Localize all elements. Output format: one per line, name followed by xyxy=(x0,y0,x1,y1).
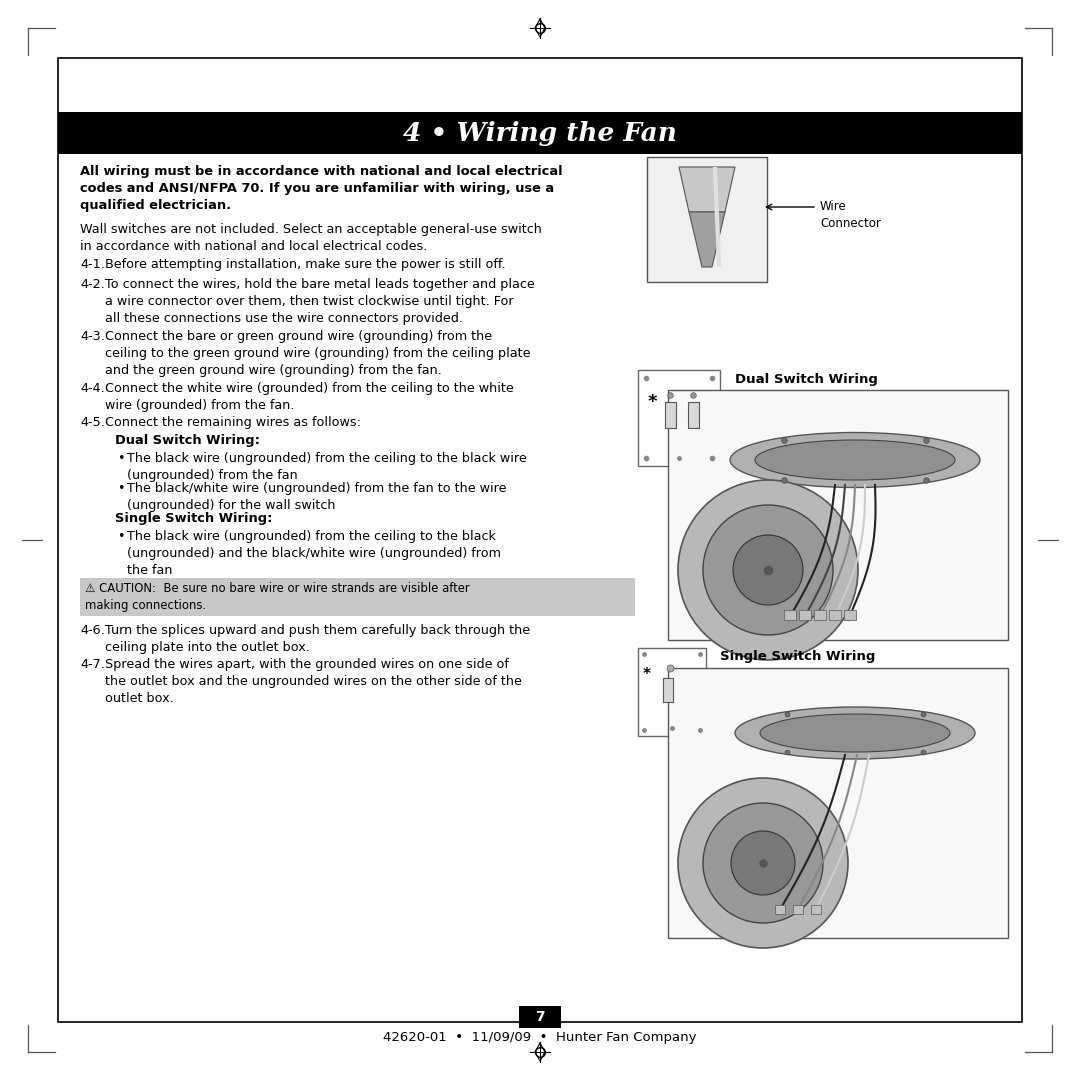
Text: •: • xyxy=(117,482,124,495)
Text: Wire
Connector: Wire Connector xyxy=(820,200,881,230)
Text: To connect the wires, hold the bare metal leads together and place
a wire connec: To connect the wires, hold the bare meta… xyxy=(105,278,535,325)
Bar xyxy=(58,112,1022,154)
Polygon shape xyxy=(679,167,735,212)
Circle shape xyxy=(731,831,795,895)
Bar xyxy=(799,610,811,620)
Text: 4-1.: 4-1. xyxy=(80,258,105,271)
Text: Dual Switch Wiring:: Dual Switch Wiring: xyxy=(114,434,260,447)
Bar xyxy=(793,905,804,914)
Bar xyxy=(784,610,796,620)
Text: The black/white wire (ungrounded) from the fan to the wire
(ungrounded) for the : The black/white wire (ungrounded) from t… xyxy=(127,482,507,512)
Circle shape xyxy=(678,480,858,660)
Bar xyxy=(811,905,821,914)
Text: All wiring must be in accordance with national and local electrical
codes and AN: All wiring must be in accordance with na… xyxy=(80,165,563,212)
Bar xyxy=(58,58,1022,1022)
Text: ⚠ CAUTION:  Be sure no bare wire or wire strands are visible after
making connec: ⚠ CAUTION: Be sure no bare wire or wire … xyxy=(85,582,470,612)
Text: 4 • Wiring the Fan: 4 • Wiring the Fan xyxy=(403,121,677,146)
Bar xyxy=(843,610,856,620)
Text: Single Switch Wiring:: Single Switch Wiring: xyxy=(114,512,272,525)
Text: Connect the remaining wires as follows:: Connect the remaining wires as follows: xyxy=(105,416,361,429)
Bar xyxy=(663,678,673,702)
Bar xyxy=(647,157,767,282)
Circle shape xyxy=(703,505,833,635)
Text: Dual Switch Wiring: Dual Switch Wiring xyxy=(735,373,878,386)
Bar xyxy=(688,402,699,428)
Ellipse shape xyxy=(755,440,955,480)
Text: Turn the splices upward and push them carefully back through the
ceiling plate i: Turn the splices upward and push them ca… xyxy=(105,624,530,654)
Text: Spread the wires apart, with the grounded wires on one side of
the outlet box an: Spread the wires apart, with the grounde… xyxy=(105,658,522,705)
Ellipse shape xyxy=(760,714,950,752)
Text: 42620-01  •  11/09/09  •  Hunter Fan Company: 42620-01 • 11/09/09 • Hunter Fan Company xyxy=(383,1031,697,1044)
Bar xyxy=(638,648,706,735)
Text: Before attempting installation, make sure the power is still off.: Before attempting installation, make sur… xyxy=(105,258,505,271)
Text: The black wire (ungrounded) from the ceiling to the black wire
(ungrounded) from: The black wire (ungrounded) from the cei… xyxy=(127,453,527,482)
Text: Connect the bare or green ground wire (grounding) from the
ceiling to the green : Connect the bare or green ground wire (g… xyxy=(105,330,530,377)
Bar xyxy=(665,402,676,428)
Bar xyxy=(814,610,826,620)
Ellipse shape xyxy=(730,432,980,487)
Text: 4-4.: 4-4. xyxy=(80,382,105,395)
Text: Connect the white wire (grounded) from the ceiling to the white
wire (grounded) : Connect the white wire (grounded) from t… xyxy=(105,382,514,411)
Text: 4-6.: 4-6. xyxy=(80,624,105,637)
Text: Single Switch Wiring: Single Switch Wiring xyxy=(720,650,876,663)
Text: 7: 7 xyxy=(536,1010,544,1024)
Text: 4-5.: 4-5. xyxy=(80,416,105,429)
Circle shape xyxy=(703,804,823,923)
Circle shape xyxy=(733,535,804,605)
Text: 4-2.: 4-2. xyxy=(80,278,105,291)
Polygon shape xyxy=(689,212,725,267)
Bar xyxy=(669,669,1008,939)
Bar xyxy=(775,905,785,914)
Text: Wall switches are not included. Select an acceptable general-use switch
in accor: Wall switches are not included. Select a… xyxy=(80,222,542,253)
Ellipse shape xyxy=(735,707,975,759)
Bar xyxy=(829,610,841,620)
Bar xyxy=(669,390,1008,640)
Text: *: * xyxy=(643,666,651,681)
Text: •: • xyxy=(117,453,124,465)
Text: The black wire (ungrounded) from the ceiling to the black
(ungrounded) and the b: The black wire (ungrounded) from the cei… xyxy=(127,530,501,577)
Text: 4-3.: 4-3. xyxy=(80,330,105,343)
Bar xyxy=(80,578,635,616)
Text: 4-7.: 4-7. xyxy=(80,658,105,671)
Bar xyxy=(638,370,720,465)
Circle shape xyxy=(678,778,848,948)
Text: *: * xyxy=(648,393,658,411)
Bar xyxy=(519,1005,561,1028)
Text: •: • xyxy=(117,530,124,543)
